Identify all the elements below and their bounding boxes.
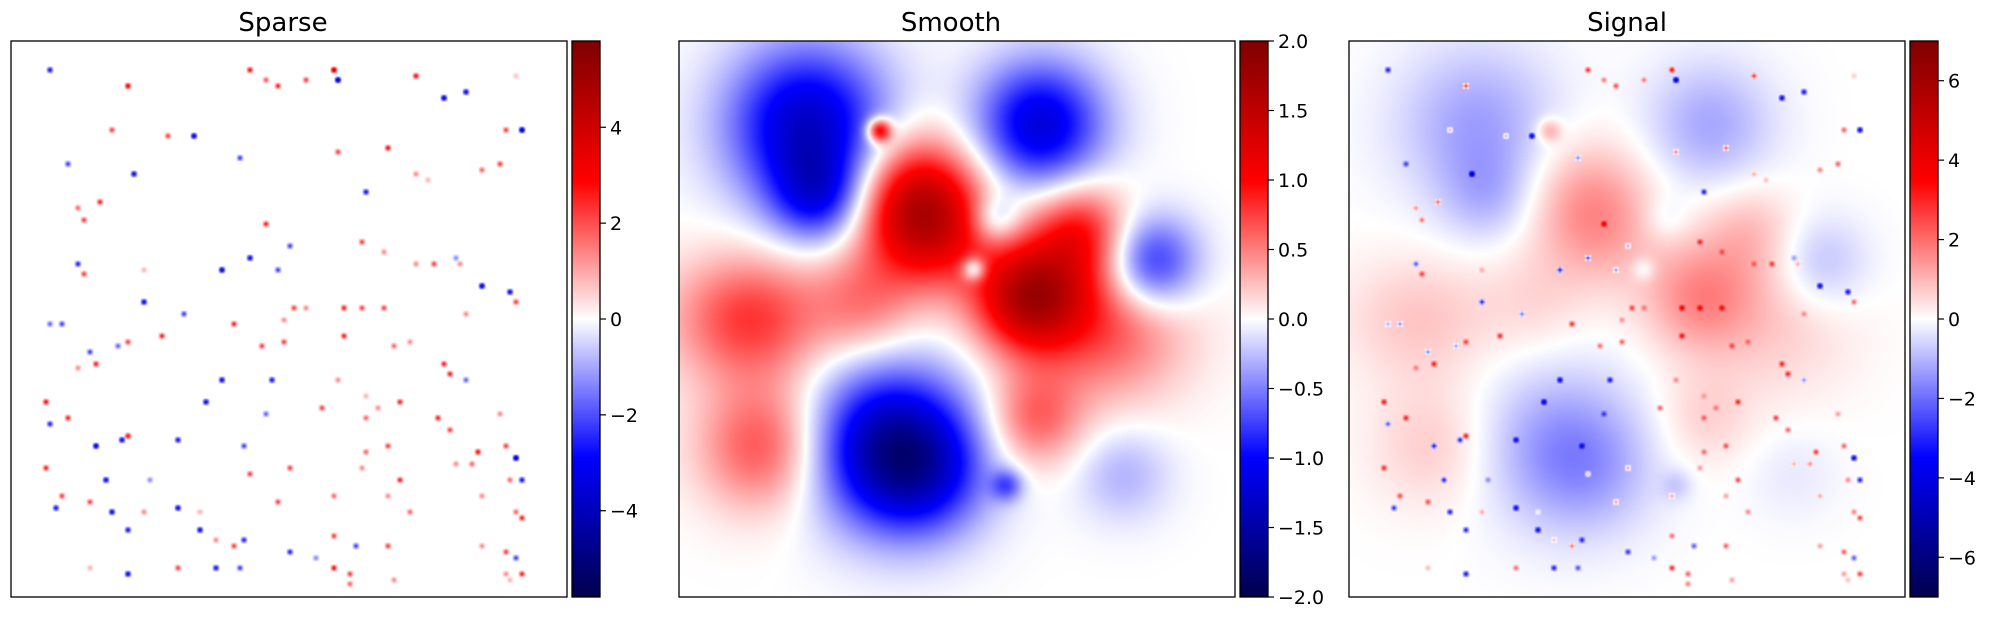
smooth-colorbar (1240, 41, 1268, 597)
colorbar-tick-label: 2.0 (1278, 31, 1308, 53)
signal-colorbar-ticks: −6 −4 −2 0 2 4 6 (1938, 71, 1976, 569)
colorbar-tick-label: −2.0 (1278, 587, 1324, 609)
colorbar-tick-label: −2 (610, 405, 638, 427)
sparse-colorbar (572, 41, 600, 597)
colorbar-tick-label: 0.0 (1278, 309, 1308, 331)
panel-title-smooth: Smooth (901, 8, 1001, 38)
smooth-axes-frame (678, 40, 1236, 598)
sparse-colorbar-ticks: −4 −2 0 2 4 (600, 117, 638, 523)
colorbar-tick-label: −6 (1948, 547, 1976, 569)
panel-title-sparse: Sparse (238, 8, 327, 38)
colorbar-tick-label: 4 (1948, 150, 1960, 172)
colorbar-tick-label: 1.0 (1278, 170, 1308, 192)
colorbar-tick-label: 4 (610, 117, 622, 139)
colorbar-tick-label: −1.0 (1278, 448, 1324, 470)
signal-colorbar (1910, 41, 1938, 597)
colorbar-tick-label: −4 (610, 501, 638, 523)
colorbar-tick-label: 0 (610, 309, 622, 331)
sparse-heatmap (11, 41, 567, 597)
colorbar-tick-label: −0.5 (1278, 379, 1324, 401)
colorbar-tick-label: 0.5 (1278, 240, 1308, 262)
colorbar-tick-label: 0 (1948, 309, 1960, 331)
panel-title-signal: Signal (1587, 8, 1667, 38)
colorbar-tick-label: 6 (1948, 71, 1960, 93)
sparse-axes-frame (10, 40, 568, 598)
colorbar-tick-label: 2 (1948, 230, 1960, 252)
colorbar-tick-label: 1.5 (1278, 101, 1308, 123)
colorbar-tick-label: −4 (1948, 468, 1976, 490)
colorbar-tick-label: 2 (610, 213, 622, 235)
signal-axes-frame (1348, 40, 1906, 598)
smooth-heatmap (679, 41, 1235, 597)
colorbar-tick-label: −2 (1948, 388, 1976, 410)
colorbar-tick-label: −1.5 (1278, 518, 1324, 540)
smooth-colorbar-ticks: −2.0 −1.5 −1.0 −0.5 0.0 0.5 1.0 1.5 2.0 (1268, 31, 1324, 609)
signal-heatmap (1349, 41, 1905, 597)
